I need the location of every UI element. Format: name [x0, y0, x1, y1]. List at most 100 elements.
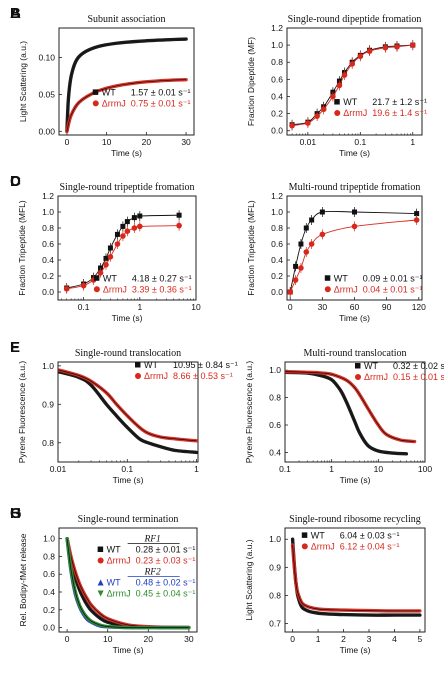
data-point	[176, 222, 182, 229]
y-tick-label: 0.0	[43, 623, 55, 633]
data-point	[137, 223, 143, 230]
legend-series-name: WT	[107, 545, 121, 555]
x-axis-label: Time (s)	[113, 645, 144, 655]
legend-marker	[324, 286, 331, 293]
data-point	[293, 263, 299, 269]
data-point	[176, 212, 182, 218]
legend-series-name: WT	[102, 87, 116, 97]
chart-title: Single-round ribosome recycling	[289, 514, 421, 525]
data-point	[63, 286, 70, 292]
legend-marker	[301, 532, 308, 538]
data-point	[351, 223, 358, 230]
legend-marker	[334, 110, 341, 117]
data-point	[352, 209, 357, 215]
data-point	[314, 113, 320, 119]
legend-marker	[97, 579, 104, 586]
legend-rate: 0.28 ± 0.01 s⁻¹	[136, 545, 196, 555]
legend-rate: 0.32 ± 0.02 s⁻¹	[393, 361, 444, 371]
legend-marker	[135, 373, 141, 379]
legend-marker	[97, 590, 104, 597]
legend-rate: 0.04 ± 0.01 s⁻¹	[363, 284, 423, 294]
legend-marker	[135, 362, 141, 368]
chart-title: Single-round termination	[78, 514, 179, 525]
data-point	[97, 270, 104, 276]
y-axis-label: Rel. Bodipy-fMet release	[18, 533, 28, 626]
y-tick-label: 0.8	[43, 551, 55, 561]
x-tick-label: 20	[144, 634, 154, 644]
data-point	[137, 213, 143, 219]
x-tick-label: 1	[410, 137, 415, 147]
data-point	[349, 61, 355, 67]
fit-line	[66, 538, 189, 628]
x-tick-label: 2	[341, 634, 346, 644]
legend-rate: 0.75 ± 0.01 s⁻¹	[131, 98, 191, 108]
data-point	[103, 262, 109, 268]
x-tick-label: 0.1	[279, 464, 291, 474]
plot-area	[65, 537, 191, 630]
legend-rate: 1.57 ± 0.01 s⁻¹	[131, 87, 191, 97]
plot-area	[287, 207, 420, 297]
y-axis-label: Fraction Tripeptide (MFL)	[17, 200, 27, 296]
x-tick-label: 120	[412, 302, 426, 312]
data-point	[366, 48, 373, 54]
legend-marker	[324, 275, 331, 281]
x-tick-label: 10	[191, 302, 201, 312]
y-tick-label: 0.6	[43, 569, 55, 579]
y-tick-label: 0.0	[42, 287, 54, 297]
legend-rate: 0.48 ± 0.02 s⁻¹	[136, 578, 196, 588]
data-point	[124, 228, 131, 234]
y-tick-label: 0.8	[42, 223, 54, 233]
legend-marker	[301, 543, 308, 550]
panel-f: F Multi-round translocation 0.1 1 10 100 0.4 0.…	[10, 339, 444, 485]
x-axis-label: Time (s)	[113, 475, 144, 485]
y-tick-label: 0.0	[271, 126, 283, 136]
panel-a: A Subunit association 0 10 20 30 0.00 0.05 0.10 T…	[10, 5, 195, 158]
x-tick-label: 30	[318, 302, 328, 312]
x-tick-label: 0.01	[50, 464, 67, 474]
plot-frame	[284, 361, 426, 463]
data-point	[131, 225, 138, 231]
series-trace	[290, 543, 422, 613]
fit-line	[66, 79, 187, 132]
y-tick-label: 0.4	[42, 255, 54, 265]
fit-line	[285, 371, 415, 442]
y-tick-label: 1.0	[269, 365, 281, 375]
x-axis-label: Time (s)	[111, 148, 142, 158]
y-axis-label: Pyrene Fluorescence (a.u.)	[244, 361, 254, 464]
y-axis-label: Fraction Tripeptide (MFL)	[246, 200, 256, 296]
x-tick-label: 90	[382, 302, 392, 312]
legend-series-name: WT	[107, 578, 121, 588]
panel-label: E	[10, 339, 20, 356]
y-tick-label: 0.8	[269, 590, 281, 600]
panel-label: H	[10, 505, 21, 522]
panel-g: G Single-round termination 0 10 20 30 0.0 0.2 0.…	[10, 505, 198, 655]
x-tick-label: 30	[184, 634, 194, 644]
legend-group-label: RF2	[143, 568, 161, 578]
legend-series-name: WT	[311, 530, 325, 540]
plot-area	[289, 40, 416, 131]
chart-title: Single-round tripeptide fromation	[60, 182, 195, 193]
data-point	[303, 249, 310, 255]
data-point	[120, 233, 126, 239]
fit-line	[58, 371, 197, 453]
data-point	[114, 241, 121, 247]
plot-area	[63, 210, 182, 294]
x-tick-label: 10	[374, 464, 384, 474]
y-tick-label: 0.8	[269, 393, 281, 403]
legend-rate: 3.39 ± 0.36 s⁻¹	[132, 284, 192, 294]
x-tick-label: 3	[367, 634, 372, 644]
data-point	[308, 241, 315, 247]
y-tick-label: 0.0	[271, 287, 283, 297]
x-tick-label: 0	[65, 634, 70, 644]
panel-label: A	[10, 5, 21, 22]
x-axis-label: Time (s)	[339, 313, 370, 323]
legend-rate: 6.04 ± 0.03 s⁻¹	[340, 530, 400, 540]
data-point	[394, 44, 400, 50]
y-axis-label: Fraction Dipeptide (MF)	[246, 37, 256, 126]
y-axis-label: Light Scattering (a.u.)	[18, 41, 28, 122]
x-axis-label: Time (s)	[112, 313, 143, 323]
x-tick-label: 1	[316, 634, 321, 644]
chart-title: Subunit association	[87, 14, 165, 25]
x-tick-label: 4	[392, 634, 397, 644]
